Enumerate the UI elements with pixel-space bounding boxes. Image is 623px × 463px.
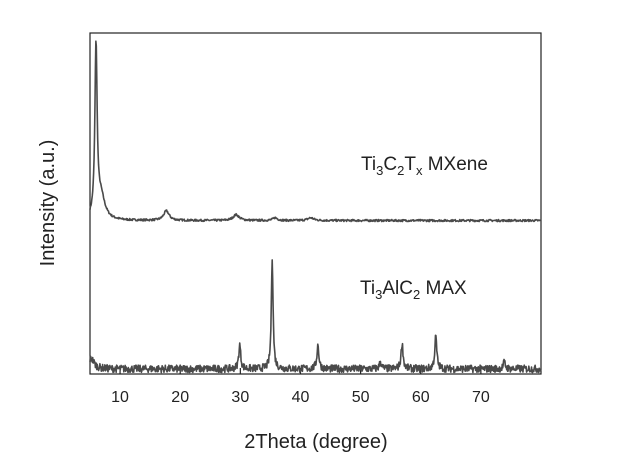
x-axis-tick-labels: 10 20 30 40 50 60 70 [111, 389, 490, 406]
x-tick-label-70: 70 [472, 389, 490, 406]
max-annotation: Ti3AlC2 MAX [360, 278, 467, 302]
x-tick-label-50: 50 [352, 389, 370, 406]
series-line-max [89, 259, 542, 374]
y-axis-title: Intensity (a.u.) [37, 140, 59, 267]
x-tick-label-10: 10 [111, 389, 129, 406]
mxene-annotation: Ti3C2Tx MXene [361, 154, 488, 178]
x-tick-label-60: 60 [412, 389, 430, 406]
x-tick-label-30: 30 [231, 389, 249, 406]
x-axis-title: 2Theta (degree) [244, 431, 387, 453]
series-group [89, 40, 542, 374]
x-axis-ticks [119, 368, 482, 374]
x-tick-label-40: 40 [292, 389, 310, 406]
plot-frame [89, 32, 542, 375]
x-tick-label-20: 20 [171, 389, 189, 406]
series-line-mxene [89, 40, 542, 223]
